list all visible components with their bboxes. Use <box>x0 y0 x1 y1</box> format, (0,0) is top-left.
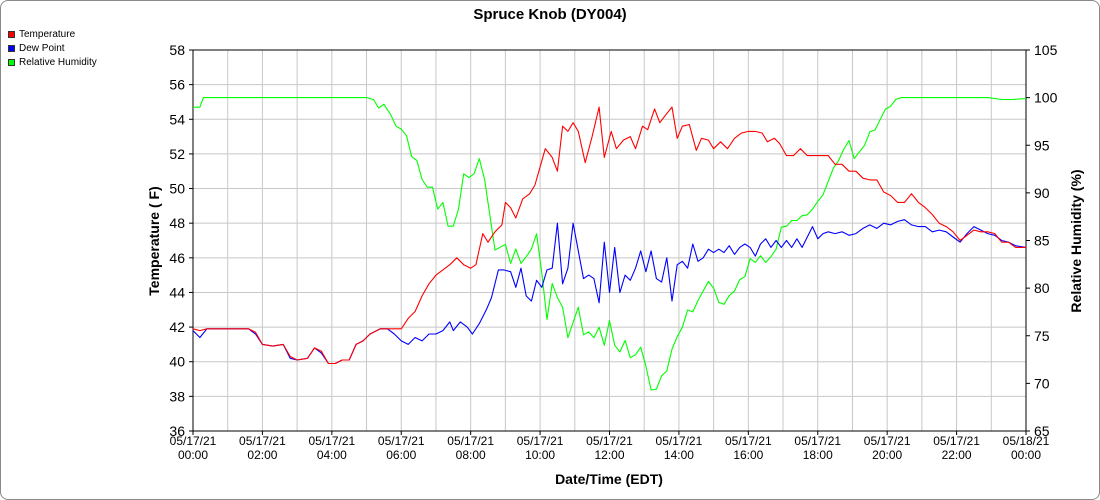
y2-tick-label: 105 <box>1034 42 1058 58</box>
y-tick-label: 50 <box>169 181 185 197</box>
legend-item-temperature[interactable]: Temperature <box>8 27 97 41</box>
y-tick-label: 46 <box>169 250 185 266</box>
x-tick-date: 05/17/21 <box>378 434 425 448</box>
y-tick-label: 40 <box>169 354 185 370</box>
y-tick-label: 36 <box>169 423 185 439</box>
x-tick-time: 12:00 <box>594 448 624 462</box>
y2-tick-label: 90 <box>1034 185 1050 201</box>
axis-ticks: 05/17/2100:0005/17/2102:0005/17/2104:000… <box>169 42 1057 462</box>
y-tick-label: 52 <box>169 146 185 162</box>
legend-label-dew-point: Dew Point <box>19 42 65 54</box>
x-tick-time: 02:00 <box>247 448 277 462</box>
series-line-relative-humidity <box>193 97 1027 391</box>
x-tick-time: 16:00 <box>733 448 763 462</box>
x-tick-date: 05/17/21 <box>864 434 911 448</box>
x-tick-date: 05/17/21 <box>239 434 286 448</box>
series-lines <box>192 97 1027 391</box>
y-axis-label: Temperature ( F) <box>146 186 162 295</box>
x-tick-time: 00:00 <box>1011 448 1041 462</box>
y-tick-label: 44 <box>169 284 185 300</box>
y2-tick-label: 80 <box>1034 280 1050 296</box>
y2-axis-label: Relative Humidity (%) <box>1068 169 1084 312</box>
x-tick-date: 05/17/21 <box>170 434 217 448</box>
x-tick-time: 14:00 <box>664 448 694 462</box>
x-tick-time: 04:00 <box>317 448 347 462</box>
x-tick-date: 05/17/21 <box>517 434 564 448</box>
y2-tick-label: 100 <box>1034 90 1058 106</box>
y-tick-label: 42 <box>169 319 185 335</box>
chart-legend: Temperature Dew Point Relative Humidity <box>8 27 97 69</box>
legend-item-relative-humidity[interactable]: Relative Humidity <box>8 55 97 69</box>
legend-label-temperature: Temperature <box>19 28 76 40</box>
y-tick-label: 58 <box>169 42 185 58</box>
x-tick-time: 22:00 <box>942 448 972 462</box>
legend-swatch-dew-point <box>8 44 15 52</box>
y2-tick-label: 65 <box>1034 423 1050 439</box>
y2-tick-label: 70 <box>1034 375 1050 391</box>
y2-tick-label: 75 <box>1034 328 1050 344</box>
x-tick-date: 05/17/21 <box>656 434 703 448</box>
x-tick-time: 06:00 <box>386 448 416 462</box>
x-tick-time: 08:00 <box>456 448 486 462</box>
y2-tick-label: 85 <box>1034 233 1050 249</box>
y-tick-label: 54 <box>169 111 185 127</box>
x-tick-date: 05/17/21 <box>933 434 980 448</box>
x-tick-date: 05/17/21 <box>725 434 772 448</box>
x-tick-date: 05/17/21 <box>794 434 841 448</box>
x-tick-date: 05/17/21 <box>586 434 633 448</box>
y-tick-label: 56 <box>169 77 185 93</box>
x-axis-label: Date/Time (EDT) <box>555 471 663 487</box>
y-tick-label: 38 <box>169 388 185 404</box>
series-line-temperature <box>192 106 1026 365</box>
x-tick-date: 05/17/21 <box>447 434 494 448</box>
legend-swatch-temperature <box>8 30 15 38</box>
legend-label-relative-humidity: Relative Humidity <box>19 56 97 68</box>
legend-item-dew-point[interactable]: Dew Point <box>8 41 97 55</box>
x-tick-date: 05/18/21 <box>1003 434 1050 448</box>
y-tick-label: 48 <box>169 215 185 231</box>
chart-title: Spruce Knob (DY004) <box>473 6 626 23</box>
legend-swatch-relative-humidity <box>8 58 15 66</box>
y2-tick-label: 95 <box>1034 137 1050 153</box>
x-tick-date: 05/17/21 <box>308 434 355 448</box>
x-tick-time: 10:00 <box>525 448 555 462</box>
x-tick-time: 00:00 <box>178 448 208 462</box>
gridlines <box>192 49 1027 432</box>
x-tick-time: 20:00 <box>872 448 902 462</box>
x-tick-time: 18:00 <box>803 448 833 462</box>
